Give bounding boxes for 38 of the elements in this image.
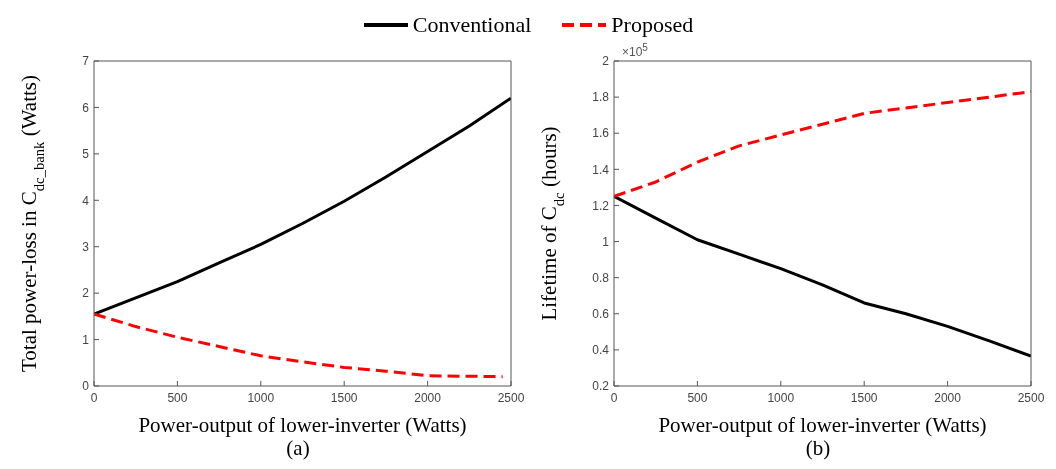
x-tick-label: 2500 bbox=[497, 390, 525, 405]
x-tick-label: 500 bbox=[167, 390, 188, 405]
y-tick-label: 0 bbox=[82, 379, 90, 394]
x-tick-label: 1500 bbox=[330, 390, 358, 405]
y-tick-label: 3 bbox=[82, 239, 90, 254]
y-tick-label: 1.2 bbox=[592, 198, 610, 213]
y-tick-label: 1 bbox=[82, 332, 90, 347]
y-tick-label: 0.6 bbox=[592, 307, 610, 322]
y-tick-label: 4 bbox=[82, 193, 90, 208]
x-axis-title: Power-output of lower-inverter (Watts) bbox=[138, 413, 467, 437]
y-tick-label: 0.2 bbox=[592, 379, 610, 394]
line-series bbox=[94, 312, 505, 379]
x-tick-label: 1500 bbox=[850, 390, 878, 405]
y-tick-label: 1.6 bbox=[592, 126, 610, 141]
x-tick-label: 2000 bbox=[414, 390, 442, 405]
x-tick-label: 1000 bbox=[247, 390, 275, 405]
legend-label: Conventional bbox=[412, 12, 532, 38]
x-tick-label: 1000 bbox=[767, 390, 795, 405]
text: ×10$^{5}$ bbox=[622, 42, 648, 59]
y-tick-label: 5 bbox=[82, 147, 90, 162]
text: (a) bbox=[286, 436, 310, 460]
x-tick-label: 2000 bbox=[934, 390, 962, 405]
y-tick-label: 0.8 bbox=[592, 270, 610, 285]
y-tick-label: 1 bbox=[602, 234, 610, 249]
y-tick-label: 6 bbox=[82, 100, 90, 115]
y-tick-label: 2 bbox=[602, 54, 610, 69]
x-tick-label: 500 bbox=[687, 390, 708, 405]
line-series bbox=[94, 96, 511, 316]
y-tick-label: 7 bbox=[82, 54, 90, 69]
legend-label: Proposed bbox=[611, 12, 694, 38]
y-tick-label: 1.8 bbox=[592, 90, 610, 105]
x-axis-title: Power-output of lower-inverter (Watts) bbox=[658, 413, 987, 437]
y-tick-label: 2 bbox=[82, 286, 90, 301]
line-series bbox=[614, 194, 1031, 358]
y-tick-label: 1.4 bbox=[592, 162, 610, 177]
y-tick-label: 0.4 bbox=[592, 343, 610, 358]
text: (b) bbox=[805, 436, 831, 460]
x-tick-label: 2500 bbox=[1017, 390, 1045, 405]
